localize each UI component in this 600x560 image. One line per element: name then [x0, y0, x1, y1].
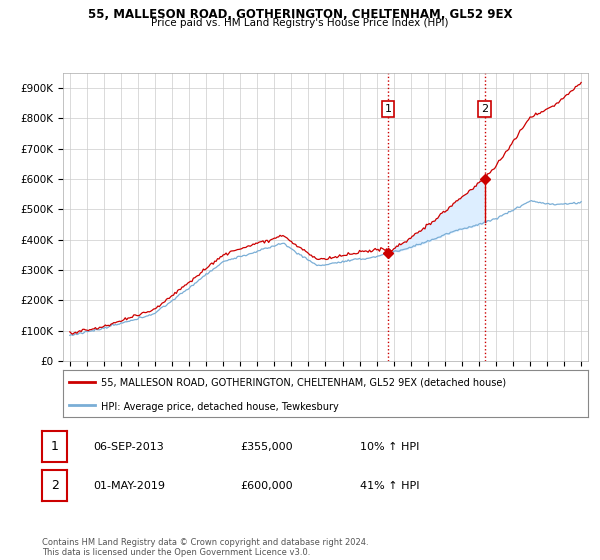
Text: Contains HM Land Registry data © Crown copyright and database right 2024.
This d: Contains HM Land Registry data © Crown c… — [42, 538, 368, 557]
Text: £355,000: £355,000 — [240, 442, 293, 451]
Text: 2: 2 — [481, 104, 488, 114]
Text: 41% ↑ HPI: 41% ↑ HPI — [360, 481, 419, 491]
Text: 06-SEP-2013: 06-SEP-2013 — [93, 442, 164, 451]
Text: 1: 1 — [385, 104, 392, 114]
Text: 1: 1 — [50, 440, 59, 453]
Text: 01-MAY-2019: 01-MAY-2019 — [93, 481, 165, 491]
Text: 55, MALLESON ROAD, GOTHERINGTON, CHELTENHAM, GL52 9EX: 55, MALLESON ROAD, GOTHERINGTON, CHELTEN… — [88, 8, 512, 21]
Text: 2: 2 — [50, 479, 59, 492]
Text: 55, MALLESON ROAD, GOTHERINGTON, CHELTENHAM, GL52 9EX (detached house): 55, MALLESON ROAD, GOTHERINGTON, CHELTEN… — [101, 378, 506, 388]
Text: £600,000: £600,000 — [240, 481, 293, 491]
Text: Price paid vs. HM Land Registry's House Price Index (HPI): Price paid vs. HM Land Registry's House … — [151, 18, 449, 29]
Text: 10% ↑ HPI: 10% ↑ HPI — [360, 442, 419, 451]
Text: HPI: Average price, detached house, Tewkesbury: HPI: Average price, detached house, Tewk… — [101, 402, 338, 412]
